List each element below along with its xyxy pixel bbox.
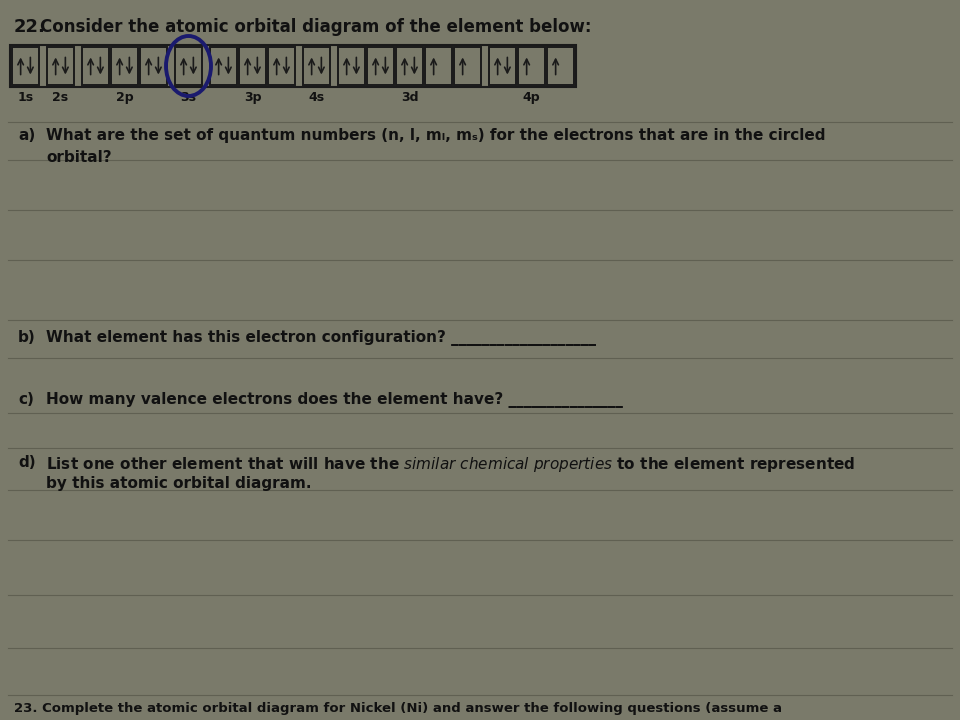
Bar (210, 47, 237, 85)
Text: 3s: 3s (180, 91, 197, 104)
Text: 1s: 1s (17, 91, 34, 104)
Bar (396, 47, 423, 85)
Bar (10, 45, 576, 87)
Text: b): b) (18, 330, 36, 345)
Bar (303, 47, 330, 85)
Bar (489, 47, 516, 85)
Bar (338, 47, 365, 85)
Bar (12, 47, 39, 85)
Bar (175, 47, 202, 85)
Text: 4s: 4s (308, 91, 324, 104)
Text: What element has this electron configuration? ___________________: What element has this electron configura… (46, 330, 596, 346)
Text: a): a) (18, 128, 36, 143)
Text: orbital?: orbital? (46, 150, 111, 165)
Text: 2p: 2p (116, 91, 133, 104)
Bar (367, 47, 394, 85)
Text: 3d: 3d (400, 91, 419, 104)
Bar (547, 47, 574, 85)
Text: c): c) (18, 392, 34, 407)
Text: 22.: 22. (14, 18, 46, 36)
Text: List one other element that will have the $\it{similar\ chemical\ properties}$ t: List one other element that will have th… (46, 455, 855, 474)
Text: 4p: 4p (522, 91, 540, 104)
Bar (111, 47, 138, 85)
Bar (518, 47, 545, 85)
Bar (140, 47, 167, 85)
Text: by this atomic orbital diagram.: by this atomic orbital diagram. (46, 476, 311, 491)
Text: 2s: 2s (53, 91, 68, 104)
Text: d): d) (18, 455, 36, 470)
Bar (425, 47, 452, 85)
Bar (454, 47, 481, 85)
Bar (268, 47, 295, 85)
Text: How many valence electrons does the element have? _______________: How many valence electrons does the elem… (46, 392, 623, 408)
Text: What are the set of quantum numbers (n, l, mₗ, mₛ) for the electrons that are in: What are the set of quantum numbers (n, … (46, 128, 826, 143)
Text: 3p: 3p (244, 91, 261, 104)
Bar (47, 47, 74, 85)
Text: 23. Complete the atomic orbital diagram for Nickel (Ni) and answer the following: 23. Complete the atomic orbital diagram … (14, 702, 782, 715)
Bar (82, 47, 109, 85)
Bar (239, 47, 266, 85)
Text: Consider the atomic orbital diagram of the element below:: Consider the atomic orbital diagram of t… (40, 18, 591, 36)
